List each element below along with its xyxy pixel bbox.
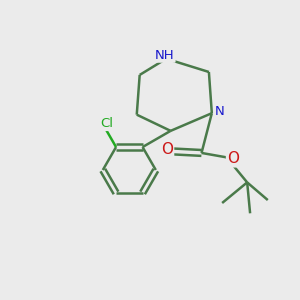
Text: N: N <box>214 105 224 118</box>
Text: O: O <box>161 142 173 158</box>
Text: Cl: Cl <box>100 117 113 130</box>
Text: NH: NH <box>155 49 175 62</box>
Text: O: O <box>227 151 239 166</box>
